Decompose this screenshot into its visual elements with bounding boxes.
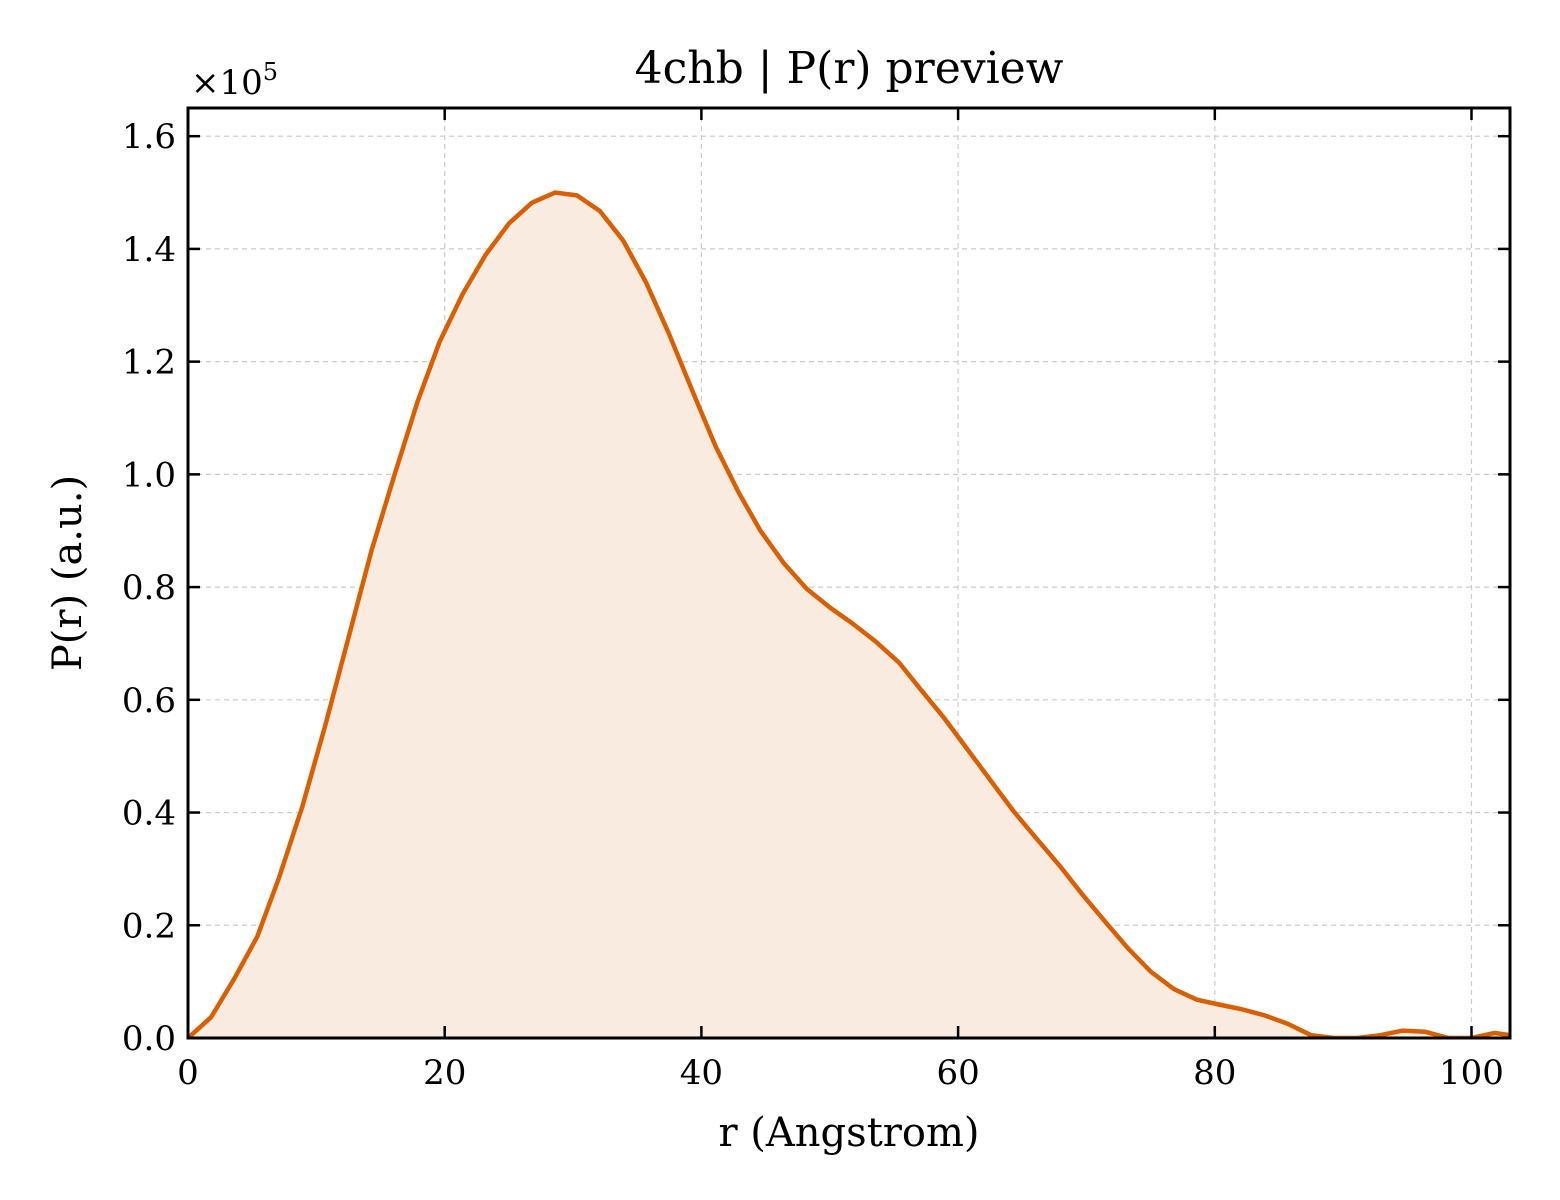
y-tick-label: 0.4 — [122, 794, 176, 834]
y-axis-offset-exponent: 5 — [263, 58, 278, 86]
y-tick-label: 0.2 — [122, 906, 176, 946]
x-tick-label: 40 — [680, 1053, 723, 1093]
y-tick-label: 1.4 — [122, 230, 176, 270]
x-tick-label: 80 — [1193, 1053, 1236, 1093]
x-tick-label: 60 — [936, 1053, 979, 1093]
y-tick-label: 0.6 — [122, 681, 176, 721]
data-layer — [188, 190, 1510, 1038]
y-tick-label: 0.0 — [122, 1019, 176, 1059]
x-tick-label: 0 — [177, 1053, 199, 1093]
y-tick-label: 1.6 — [122, 117, 176, 157]
y-axis-offset-base: ×10 — [191, 63, 263, 103]
grid-lines — [188, 108, 1510, 1038]
series-line — [188, 190, 1510, 1038]
plot-frame — [186, 106, 1512, 1040]
y-axis-label: P(r) (a.u.) — [45, 475, 91, 671]
y-axis-offset-text: ×105 — [191, 58, 278, 103]
ticks: 0 20 40 60 80 100 0.0 0.2 0.4 0.6 0.8 1.0 1.2 1.4 1.6 — [122, 108, 1510, 1093]
y-tick-label: 1.0 — [122, 455, 176, 495]
x-tick-label: 100 — [1439, 1053, 1504, 1093]
series-area-fill — [188, 192, 1510, 1038]
y-tick-label: 0.8 — [122, 568, 176, 608]
chart-title: 4chb | P(r) preview — [635, 43, 1064, 94]
x-axis-label: r (Angstrom) — [718, 1110, 979, 1156]
x-tick-label: 20 — [423, 1053, 466, 1093]
y-tick-label: 1.2 — [122, 343, 176, 383]
